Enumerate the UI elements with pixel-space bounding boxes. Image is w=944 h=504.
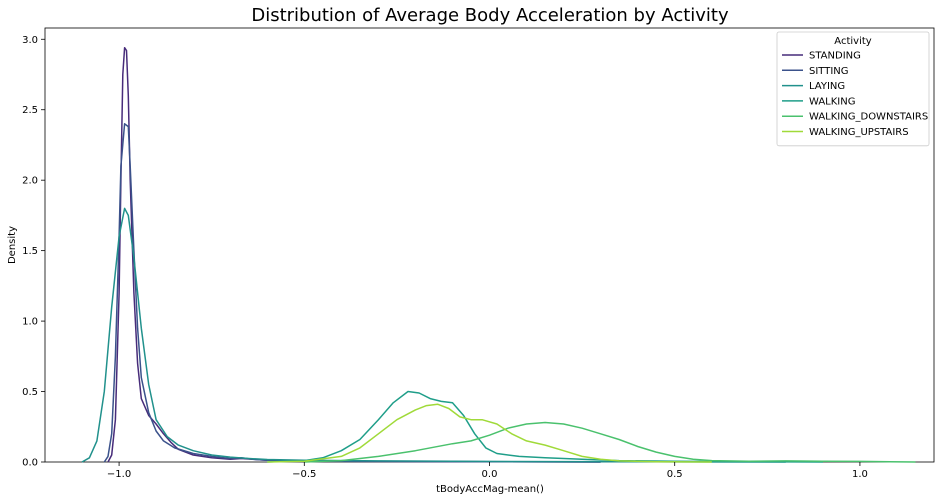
x-tick-label: 0.5	[667, 469, 683, 480]
series-line-walking	[267, 390, 823, 463]
legend-label: WALKING_DOWNSTAIRS	[809, 112, 928, 123]
legend-box	[776, 31, 930, 147]
x-tick-label: −1.0	[107, 469, 131, 480]
y-tick-label: 2.0	[22, 176, 38, 187]
x-axis: −1.0 −0.5 0.0 0.5 1.0	[107, 462, 868, 480]
legend-title: Activity	[834, 36, 871, 47]
x-tick-label: −0.5	[292, 469, 316, 480]
y-tick-label: 0.5	[22, 387, 38, 398]
y-axis-label: Density	[7, 226, 18, 264]
series-line-walking-downstairs	[304, 421, 916, 463]
legend-label: WALKING	[809, 96, 856, 107]
legend-label: STANDING	[809, 51, 861, 62]
legend: Activity STANDING SITTING LAYING WALKING WALK…	[776, 31, 930, 147]
y-axis: 0.0 0.5 1.0 1.5 2.0 2.5 3.0	[22, 35, 45, 469]
series-line-sitting	[103, 123, 601, 463]
series-line-walking-upstairs	[267, 403, 712, 463]
y-tick-label: 1.0	[22, 317, 38, 328]
y-tick-label: 0.0	[22, 458, 38, 469]
x-tick-label: 0.0	[482, 469, 498, 480]
x-axis-label: tBodyAccMag-mean()	[436, 484, 544, 495]
legend-label: WALKING_UPSTAIRS	[809, 127, 909, 138]
x-tick-label: 1.0	[852, 469, 868, 480]
legend-label: SITTING	[809, 66, 849, 77]
y-tick-label: 1.5	[22, 246, 38, 257]
series-line-standing	[107, 46, 601, 463]
y-tick-label: 3.0	[22, 35, 38, 46]
legend-label: LAYING	[809, 81, 845, 92]
series-line-laying	[81, 207, 786, 463]
chart-title: Distribution of Average Body Acceleratio…	[251, 5, 729, 26]
y-tick-label: 2.5	[22, 105, 38, 116]
